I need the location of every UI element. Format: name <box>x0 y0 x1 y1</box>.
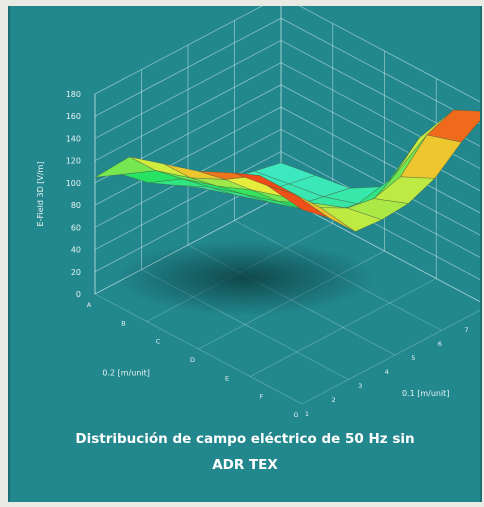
x-tick-label: C <box>156 338 161 346</box>
y-tick-label: 3 <box>358 382 362 390</box>
z-tick-label: 20 <box>71 268 81 277</box>
x-tick-label: A <box>87 301 92 309</box>
x-tick-label: B <box>121 319 125 327</box>
z-tick-label: 180 <box>66 90 81 99</box>
caption-line-2: ADR TEX <box>212 457 278 473</box>
y-tick-label: 1 <box>305 410 309 418</box>
y-tick-label: 6 <box>438 340 442 348</box>
caption-line-1: Distribución de campo eléctrico de 50 Hz… <box>75 431 415 447</box>
z-tick-label: 60 <box>71 223 81 232</box>
y-tick-label: 4 <box>385 368 389 376</box>
floor-gridline <box>280 195 480 303</box>
floor-gridline <box>94 293 303 405</box>
surface-cell <box>267 185 329 219</box>
x-axis-label: 0.2 [m/unit] <box>102 369 150 378</box>
z-tick-label: 100 <box>66 179 81 188</box>
x-tick-label: D <box>190 356 195 364</box>
chart-panel: 180 160 140 120 100 80 60 40 20 0 E-Field 3D [V/m]… <box>8 6 482 502</box>
floor-gridline <box>250 278 437 377</box>
x-tick-label: G <box>293 411 298 419</box>
z-tick-label: 120 <box>66 157 81 166</box>
z-tick-label: 40 <box>71 246 81 255</box>
z-gridline <box>94 6 480 103</box>
floor-gridline <box>301 309 480 405</box>
surface-shadow <box>115 240 375 316</box>
surface-chart: 180 160 140 120 100 80 60 40 20 0 E-Field 3D [V/m]… <box>36 6 480 419</box>
chart-caption: Distribución de campo eléctrico de 50 Hz… <box>10 426 480 478</box>
y-tick-label: 5 <box>411 354 415 362</box>
z-tick-label: 140 <box>66 134 81 143</box>
y-tick-label: 7 <box>464 326 468 334</box>
z-gridline <box>94 39 480 147</box>
x-tick-label: E <box>225 374 229 382</box>
x-tick-label: F <box>260 393 264 401</box>
y-tick-label: 2 <box>332 396 336 404</box>
z-tick-label: 160 <box>66 112 81 121</box>
y-axis-label: 0.1 [m/unit] <box>402 389 450 398</box>
z-tick-label: 80 <box>71 201 81 210</box>
z-gridline <box>94 17 480 125</box>
z-tick-label: 0 <box>76 290 81 299</box>
z-axis-label: E-Field 3D [V/m] <box>36 162 45 227</box>
